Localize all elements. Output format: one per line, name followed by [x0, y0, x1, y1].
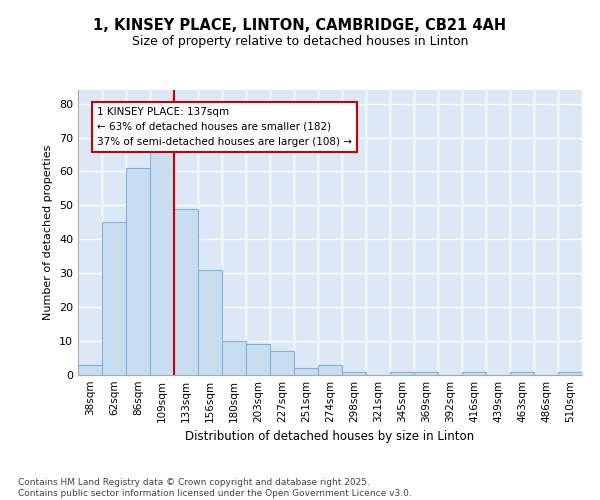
- Bar: [414, 372, 438, 375]
- Bar: [150, 148, 174, 375]
- Text: 1, KINSEY PLACE, LINTON, CAMBRIDGE, CB21 4AH: 1, KINSEY PLACE, LINTON, CAMBRIDGE, CB21…: [94, 18, 506, 32]
- Text: 1 KINSEY PLACE: 137sqm
← 63% of detached houses are smaller (182)
37% of semi-de: 1 KINSEY PLACE: 137sqm ← 63% of detached…: [97, 107, 352, 146]
- Bar: [222, 341, 246, 375]
- Bar: [174, 209, 198, 375]
- Bar: [510, 372, 534, 375]
- Bar: [342, 372, 366, 375]
- Bar: [198, 270, 222, 375]
- Text: Contains HM Land Registry data © Crown copyright and database right 2025.
Contai: Contains HM Land Registry data © Crown c…: [18, 478, 412, 498]
- X-axis label: Distribution of detached houses by size in Linton: Distribution of detached houses by size …: [185, 430, 475, 444]
- Bar: [318, 365, 342, 375]
- Bar: [102, 222, 126, 375]
- Bar: [294, 368, 318, 375]
- Bar: [558, 372, 582, 375]
- Bar: [390, 372, 414, 375]
- Bar: [246, 344, 270, 375]
- Y-axis label: Number of detached properties: Number of detached properties: [43, 145, 53, 320]
- Bar: [126, 168, 150, 375]
- Bar: [462, 372, 486, 375]
- Bar: [270, 351, 294, 375]
- Bar: [78, 365, 102, 375]
- Text: Size of property relative to detached houses in Linton: Size of property relative to detached ho…: [132, 35, 468, 48]
